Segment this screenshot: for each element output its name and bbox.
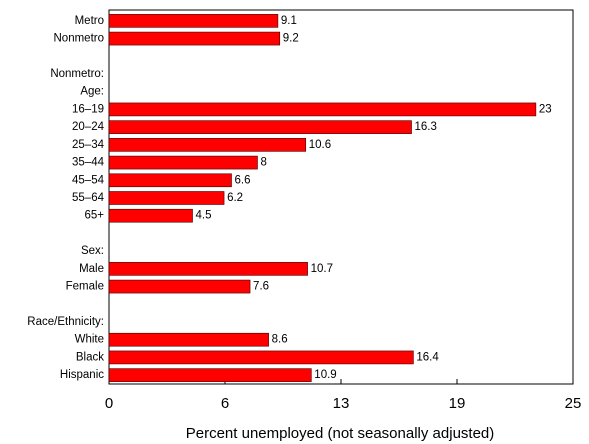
- bar: [108, 138, 307, 152]
- value-label: 10.7: [311, 263, 333, 275]
- bar: [108, 31, 281, 46]
- y-tick-label: Age:: [80, 86, 104, 98]
- value-label: 23: [539, 103, 552, 115]
- value-label: 16.4: [416, 351, 439, 363]
- bar: [108, 368, 312, 382]
- bar: [108, 102, 537, 117]
- y-tick-label: 45–54: [72, 174, 105, 186]
- x-tick-label: 0: [105, 395, 113, 412]
- x-tick-label: 13: [333, 395, 350, 412]
- y-tick-label: Metro: [75, 15, 104, 27]
- y-tick-label: Female: [66, 281, 104, 293]
- value-label: 10.9: [314, 369, 336, 381]
- x-tick-label: 6: [221, 395, 229, 412]
- y-tick-label: Race/Ethnicity:: [27, 316, 104, 328]
- bar: [108, 262, 308, 276]
- y-tick-label: 16–19: [72, 103, 104, 115]
- value-label: 7.6: [253, 281, 269, 293]
- y-tick-label: Sex:: [81, 245, 104, 257]
- y-tick-label: Black: [76, 351, 104, 363]
- value-label: 8.6: [272, 334, 288, 346]
- y-tick-label: Nonmetro:: [50, 68, 104, 80]
- bar: [108, 155, 258, 170]
- bar: [108, 173, 232, 188]
- y-tick-label: 55–64: [72, 192, 105, 204]
- x-axis-title: Percent unemployed (not seasonally adjus…: [186, 425, 495, 442]
- bar: [108, 191, 225, 205]
- value-label: 4.5: [196, 210, 212, 222]
- value-label: 8: [260, 157, 266, 169]
- y-tick-label: 35–44: [72, 157, 105, 169]
- bar: [108, 332, 269, 347]
- value-label: 6.2: [227, 192, 243, 204]
- y-tick-label: Male: [79, 263, 104, 275]
- bar: [108, 350, 414, 365]
- y-tick-label: Hispanic: [60, 369, 104, 381]
- value-label: 9.1: [281, 15, 297, 27]
- bar: [108, 208, 193, 223]
- y-tick-label: 20–24: [72, 121, 105, 133]
- x-tick-label: 25: [565, 395, 582, 412]
- bar: [108, 120, 412, 134]
- value-label: 9.2: [283, 33, 299, 45]
- y-tick-label: White: [75, 334, 104, 346]
- x-tick-label: 19: [449, 395, 466, 412]
- value-label: 10.6: [309, 139, 331, 151]
- y-tick-label: Nonmetro: [54, 33, 105, 45]
- y-tick-label: 65+: [84, 210, 104, 222]
- value-label: 6.6: [234, 174, 250, 186]
- bar: [108, 14, 279, 28]
- value-label: 16.3: [415, 121, 437, 133]
- y-tick-label: 25–34: [72, 139, 105, 151]
- bar: [108, 279, 251, 294]
